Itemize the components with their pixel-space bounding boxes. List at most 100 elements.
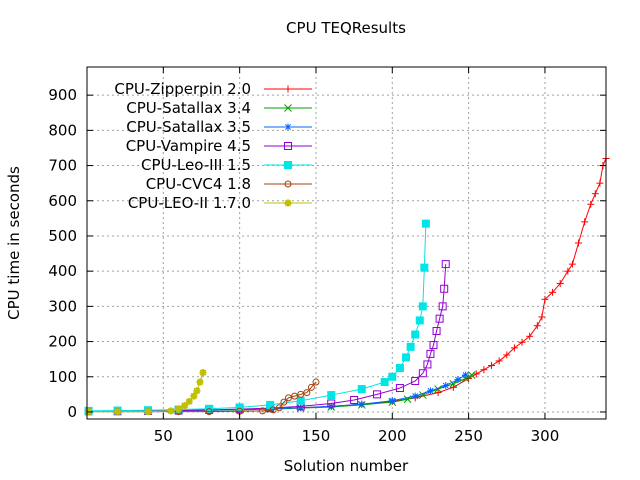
y-tick-label: 600 [48, 192, 77, 210]
legend-marker [284, 180, 292, 188]
data-point [296, 396, 305, 405]
data-point [440, 284, 449, 293]
data-point [488, 361, 496, 369]
series-line [88, 374, 472, 412]
data-point [297, 390, 305, 398]
x-tick-label: 250 [454, 427, 483, 445]
data-point [406, 342, 415, 351]
data-point [196, 378, 204, 386]
x-tick-label: 100 [225, 427, 254, 445]
grid [87, 67, 606, 419]
data-point [435, 314, 444, 323]
legend-marker [284, 104, 292, 112]
data-point [303, 389, 311, 397]
data-point [503, 351, 511, 359]
data-point [307, 383, 315, 391]
x-tick-label: 300 [531, 427, 560, 445]
legend-label: CPU-LEO-II 1.7.0 [128, 194, 251, 212]
data-point [291, 392, 299, 400]
x-axis-label: Solution number [284, 457, 409, 475]
data-point [432, 327, 441, 335]
y-tick-label: 400 [48, 262, 77, 280]
data-point [426, 349, 435, 358]
data-point [181, 402, 189, 410]
data-point [269, 406, 277, 414]
legend-label: CPU-Satallax 3.5 [126, 118, 251, 136]
y-tick-label: 0 [67, 403, 77, 421]
data-point [350, 395, 359, 404]
data-point [280, 398, 288, 406]
data-point [454, 376, 462, 384]
y-tick-label: 800 [48, 121, 77, 139]
data-point [411, 376, 420, 385]
y-tick-label: 500 [48, 227, 77, 245]
series-4 [84, 219, 430, 415]
legend-marker [284, 85, 292, 93]
data-point [434, 389, 442, 397]
series-line [88, 264, 447, 412]
legend-marker [284, 161, 292, 169]
legend-label: CPU-Leo-III 1.5 [141, 156, 251, 174]
data-point [420, 263, 429, 272]
data-point [175, 405, 183, 413]
data-point [462, 371, 470, 379]
data-point [596, 179, 604, 187]
data-point [568, 260, 576, 268]
data-point [327, 399, 336, 408]
data-point [541, 295, 549, 303]
data-point [510, 344, 518, 352]
x-tick-label: 50 [154, 427, 173, 445]
legend-marker [284, 142, 292, 150]
data-point [429, 341, 438, 350]
plot-frame [86, 66, 607, 420]
data-point [199, 369, 207, 377]
data-point [388, 397, 396, 405]
data-point [190, 392, 198, 400]
legend-marker [284, 199, 292, 207]
data-point [591, 190, 599, 198]
data-point [533, 322, 541, 330]
data-point [144, 408, 152, 416]
data-point [434, 385, 442, 393]
data-point [556, 279, 564, 287]
data-point [185, 397, 193, 405]
data-point [421, 219, 430, 228]
data-point [480, 366, 488, 374]
data-point [380, 378, 389, 387]
data-point [587, 200, 595, 208]
data-point [442, 382, 450, 390]
data-point [418, 302, 427, 311]
y-tick-label: 100 [48, 368, 77, 386]
data-point [411, 392, 419, 400]
series-layer [84, 155, 610, 416]
legend-label: CPU-Zipperpin 2.0 [114, 80, 251, 98]
data-point [205, 408, 213, 416]
data-point [357, 385, 366, 394]
data-point [418, 369, 427, 378]
x-tick-label: 200 [378, 427, 407, 445]
x-tick-label: 150 [302, 427, 331, 445]
data-point [472, 370, 480, 378]
data-point [114, 408, 122, 416]
y-axis-label: CPU time in seconds [5, 166, 23, 320]
data-point [402, 353, 411, 362]
data-point [284, 394, 292, 402]
data-point [327, 391, 336, 400]
data-point [449, 383, 457, 391]
data-point [495, 357, 503, 365]
series-6 [85, 369, 207, 416]
data-point [259, 407, 267, 415]
data-point [549, 288, 557, 296]
tick-layer: 0 100 200 300 400 500 600 700 800 900 50 100 150 200 2… [48, 67, 606, 445]
data-point [275, 404, 283, 412]
data-point [426, 387, 434, 395]
data-point [538, 313, 546, 321]
data-point [395, 384, 404, 393]
series-line [88, 223, 427, 412]
data-point [575, 239, 583, 247]
legend-label: CPU-Vampire 4.5 [126, 137, 251, 155]
data-point [312, 378, 320, 386]
data-point [373, 390, 382, 399]
